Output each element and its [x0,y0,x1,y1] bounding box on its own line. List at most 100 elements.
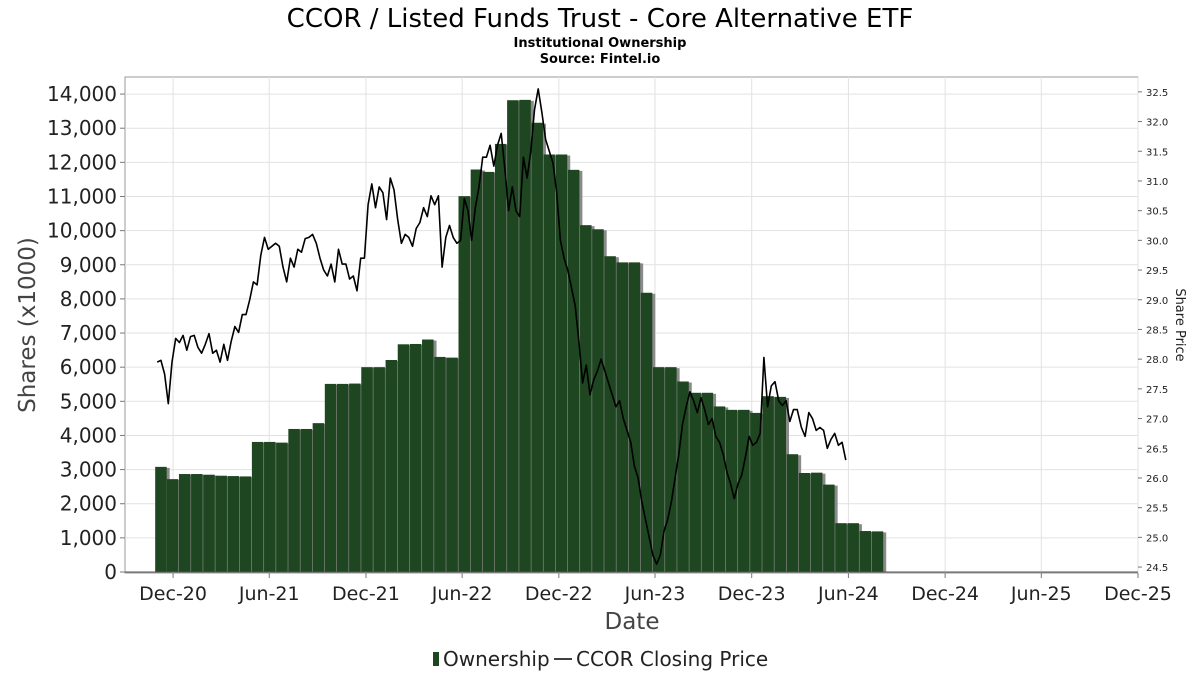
y-tick-label: 6,000 [60,355,117,379]
ownership-bar [507,100,519,572]
y-tick-label: 7,000 [60,321,117,345]
ownership-bar [155,466,167,572]
ownership-bar [701,392,714,572]
ownership-bars [155,99,887,573]
x-tick-label: Dec-23 [718,583,786,605]
y-tick-label: 4,000 [60,423,117,447]
y-tick-label: 2,000 [60,492,117,516]
ownership-bar [385,360,398,572]
x-tick-label: Jun-21 [238,583,300,605]
x-tick-label: Dec-24 [911,583,979,605]
y2-tick-label: 24.5 [1146,563,1168,574]
y-tick-label: 12,000 [47,150,117,174]
ownership-bar [422,339,434,572]
ownership-bar [762,396,774,572]
ownership-bar [689,392,701,572]
ownership-bar [178,474,191,572]
y2-tick-label: 27.5 [1146,385,1168,396]
ownership-bar [470,169,483,572]
price-line-layer [156,88,847,565]
y-tick-label: 13,000 [47,116,117,140]
ownership-bar [798,473,811,572]
legend-ownership-swatch [433,652,439,666]
ownership-bar [300,428,313,572]
ownership-bar [823,484,835,572]
y-tick-label: 9,000 [60,253,117,277]
y-axis-label: Shares (x1000) [15,237,41,413]
ownership-bar [458,196,471,573]
ownership-bar [494,143,507,572]
chart-source: Source: Fintel.io [540,52,661,67]
x-tick-label: Jun-25 [1010,583,1072,605]
ownership-bar [227,476,240,572]
ownership-bar [628,262,641,572]
ownership-bar [446,357,458,572]
y-tick-label: 1,000 [60,526,117,550]
ownership-bar [665,367,677,572]
x-tick-label: Jun-23 [624,583,686,605]
ownership-bar [604,256,616,572]
ownership-bar [203,474,215,572]
y-tick-label: 5,000 [60,389,117,413]
ownership-bar [847,523,859,572]
x-axis-label: Date [605,609,660,635]
ownership-bar [592,229,604,572]
x-tick-label: Jun-22 [431,583,493,605]
price-line [156,88,847,565]
ownership-bar [567,169,580,573]
ownership-bar [276,442,288,572]
ownership-bar [191,474,203,572]
y2-tick-label: 29.5 [1146,266,1168,277]
y2-tick-label: 30.0 [1146,236,1168,247]
ownership-bar [312,423,325,572]
y2-tick-label: 26.5 [1146,444,1168,455]
ownership-bar [336,383,349,572]
ownership-bar [531,122,543,573]
ownership-bar [482,171,495,572]
ownership-bar [835,523,847,572]
ownership-bar [580,225,592,572]
y2-tick-label: 30.5 [1146,207,1168,218]
ownership-bar [750,412,762,572]
ownership-bar [251,441,264,572]
ownership-bar [786,454,799,572]
ownership-bar [871,531,884,572]
y2-tick-label: 25.5 [1146,504,1168,515]
chart-title: CCOR / Listed Funds Trust - Core Alterna… [287,4,914,34]
ownership-bar [324,383,337,572]
ownership-bar [859,531,872,572]
ownership-bar [409,343,422,572]
ownership-bar [543,154,556,572]
y2-tick-label: 32.0 [1146,118,1168,129]
y-tick-label: 0 [104,560,117,584]
y2-tick-label: 32.5 [1146,88,1168,99]
y-tick-label: 14,000 [47,82,117,106]
x-tick-label: Dec-21 [332,583,400,605]
ownership-bar [349,383,361,572]
x-tick-label: Dec-25 [1104,583,1172,605]
x-tick-label: Dec-22 [525,583,593,605]
y2-tick-label: 28.0 [1146,355,1168,366]
y-tick-label: 8,000 [60,287,117,311]
ownership-bar [397,344,410,572]
ownership-bar [434,356,446,572]
ownership-bar [555,154,568,572]
chart-subtitle: Institutional Ownership [514,36,687,51]
legend-price-label: CCOR Closing Price [576,647,768,671]
ownership-bar [774,396,787,572]
x-tick-label: Dec-20 [139,583,207,605]
legend-ownership-label: Ownership [443,647,550,671]
ownership-bar [361,367,373,572]
y-tick-label: 11,000 [47,184,117,208]
ownership-bar [810,472,823,572]
ownership-bar [239,476,252,572]
legend: Ownership CCOR Closing Price [433,647,768,671]
ownership-bar [166,479,179,572]
y2-tick-label: 31.0 [1146,177,1168,188]
ownership-bar [519,99,531,573]
y2-tick-label: 27.0 [1146,415,1168,426]
y2-tick-label: 25.0 [1146,533,1168,544]
ownership-bar [640,292,653,572]
y2-axis-label: Share Price [1172,288,1187,361]
y2-tick-label: 26.0 [1146,474,1168,485]
